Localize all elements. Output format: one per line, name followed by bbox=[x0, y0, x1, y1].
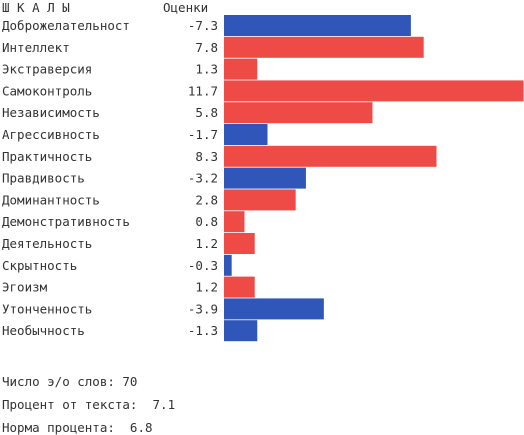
score-bar bbox=[224, 80, 524, 102]
score-bar bbox=[224, 15, 411, 36]
score-bar bbox=[224, 58, 258, 80]
scale-label: Демонстративность bbox=[2, 214, 130, 229]
scale-label: Независимость bbox=[2, 105, 100, 120]
score-label: 7.8 bbox=[195, 40, 218, 55]
score-bar bbox=[224, 145, 437, 167]
score-label: -1.7 bbox=[188, 127, 218, 142]
scale-label: Доминантность bbox=[2, 192, 100, 207]
score-label: 1.2 bbox=[195, 236, 218, 251]
score-bar bbox=[224, 298, 324, 320]
scale-label: Интеллект bbox=[2, 40, 70, 55]
score-bar bbox=[224, 167, 306, 189]
score-bar bbox=[224, 211, 245, 233]
scale-label: Эгоизм bbox=[2, 280, 48, 295]
score-label: -3.9 bbox=[188, 301, 218, 316]
score-label: -1.3 bbox=[188, 323, 218, 338]
scores-header: Оценки bbox=[163, 0, 208, 15]
score-label: 11.7 bbox=[188, 83, 218, 98]
score-bar bbox=[224, 233, 255, 254]
scale-label: Доброжелательност bbox=[2, 18, 130, 33]
word-count-text: Число э/о слов: 70 bbox=[2, 374, 138, 389]
score-label: -0.3 bbox=[188, 258, 218, 273]
scale-label: Экстраверсия bbox=[2, 62, 92, 77]
score-bar bbox=[224, 254, 232, 276]
scale-label: Правдивость bbox=[2, 171, 85, 186]
score-label: 8.3 bbox=[195, 149, 218, 164]
score-label: 0.8 bbox=[195, 214, 218, 229]
scale-label: Утонченность bbox=[2, 301, 92, 316]
scale-label: Необычность bbox=[2, 323, 85, 338]
text-percent-text: Процент от текста: 7.1 bbox=[2, 397, 176, 412]
scale-label: Самоконтроль bbox=[2, 83, 92, 98]
score-bar bbox=[224, 189, 296, 211]
norm-percent-text: Норма процента: 6.8 bbox=[2, 420, 153, 435]
scale-label: Скрытность bbox=[2, 258, 77, 273]
scales-header: Ш К А Л Ы bbox=[2, 0, 70, 15]
score-bar bbox=[224, 276, 255, 298]
scale-label: Практичность bbox=[2, 149, 92, 164]
score-label: 5.8 bbox=[195, 105, 218, 120]
score-bar bbox=[224, 124, 268, 145]
score-label: 2.8 bbox=[195, 192, 218, 207]
score-bar bbox=[224, 102, 373, 124]
score-label: 1.2 bbox=[195, 280, 218, 295]
scale-label: Деятельность bbox=[2, 236, 92, 251]
score-label: 1.3 bbox=[195, 62, 218, 77]
score-bar bbox=[224, 36, 424, 58]
score-label: -7.3 bbox=[188, 18, 218, 33]
scale-label: Агрессивность bbox=[2, 127, 100, 142]
score-bar bbox=[224, 320, 258, 342]
score-label: -3.2 bbox=[188, 171, 218, 186]
